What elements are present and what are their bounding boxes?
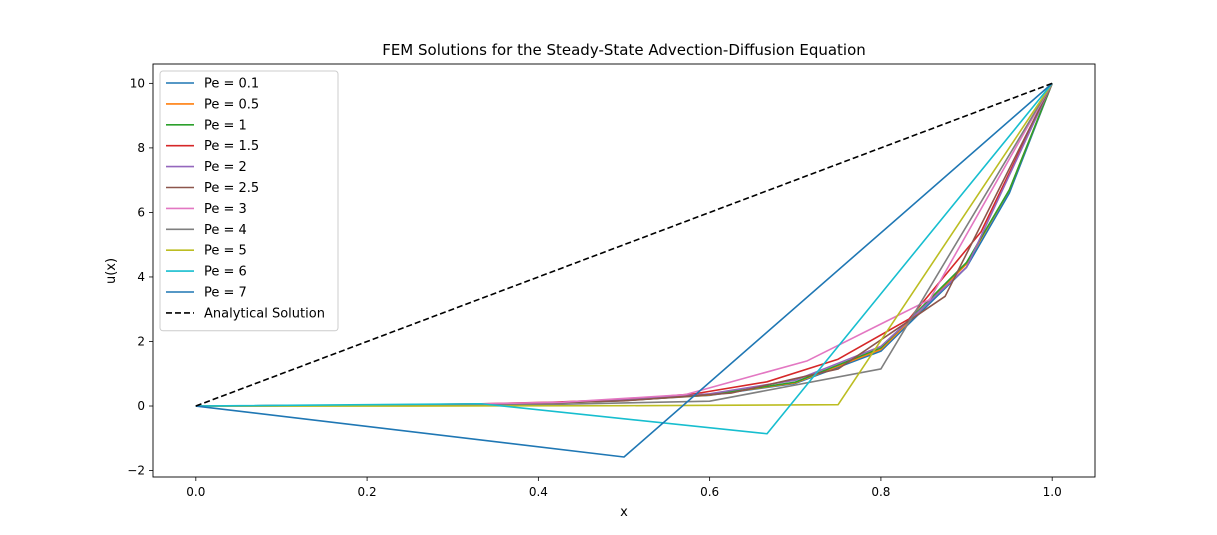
legend-box: [159, 70, 339, 332]
x-axis-label: x: [620, 505, 628, 520]
legend-label-3: Pe = 1.5: [204, 139, 259, 154]
y-tick-label: 0: [137, 399, 145, 413]
legend-label-11: Analytical Solution: [204, 306, 325, 321]
x-tick-label: 0.6: [700, 485, 719, 499]
x-tick-label: 0.8: [871, 485, 890, 499]
legend-label-1: Pe = 0.5: [204, 97, 259, 112]
legend-label-9: Pe = 6: [204, 265, 247, 280]
y-tick-label: 8: [137, 141, 145, 155]
legend-label-10: Pe = 7: [204, 286, 247, 301]
y-tick-label: 2: [137, 334, 145, 348]
plot-frame: [152, 63, 1096, 478]
x-tick-label: 0.2: [358, 485, 377, 499]
x-tick-label: 0.4: [529, 485, 548, 499]
chart-title: FEM Solutions for the Steady-State Advec…: [382, 41, 866, 59]
legend-label-8: Pe = 5: [204, 244, 247, 259]
series-line-9: [195, 82, 1053, 435]
y-axis-label: u(x): [104, 258, 119, 284]
legend-label-4: Pe = 2: [204, 160, 247, 175]
x-tick-label: 0.0: [186, 485, 205, 499]
series-layer: [195, 82, 1053, 458]
legend-label-5: Pe = 2.5: [204, 181, 259, 196]
x-axis-ticks: 0.0 0.2 0.4 0.6 0.8 1.0: [186, 477, 1062, 499]
series-line-8: [195, 82, 1053, 407]
legend-label-0: Pe = 0.1: [204, 77, 259, 92]
series-line-10: [195, 82, 1053, 458]
y-tick-label: 10: [130, 76, 145, 90]
legend-label-7: Pe = 4: [204, 223, 247, 238]
legend-label-6: Pe = 3: [204, 202, 247, 217]
y-axis-ticks: −2 0 2 4 6 8 10: [127, 76, 153, 478]
y-tick-label: 6: [137, 205, 145, 219]
y-tick-label: 4: [137, 270, 145, 284]
x-tick-label: 1.0: [1043, 485, 1062, 499]
legend-label-2: Pe = 1: [204, 118, 247, 133]
legend: Pe = 0.1 Pe = 0.5 Pe = 1 Pe = 1.5 Pe = 2 Pe =…: [159, 70, 339, 332]
y-tick-label: −2: [127, 464, 145, 478]
